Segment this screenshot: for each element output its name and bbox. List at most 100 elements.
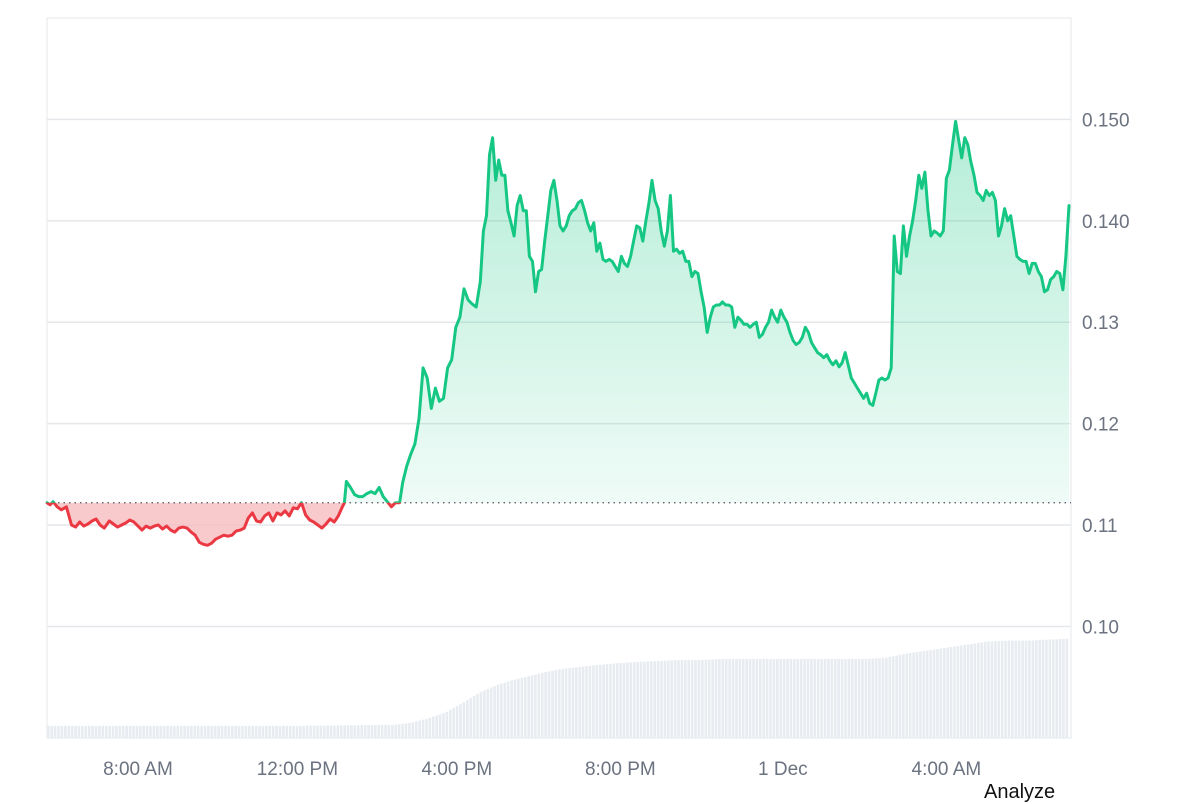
volume-bar <box>493 686 496 738</box>
volume-bar <box>159 725 163 738</box>
volume-bar <box>810 658 813 738</box>
volume-bar <box>84 725 88 738</box>
volume-bar <box>898 654 902 738</box>
volume-bar <box>878 658 881 738</box>
volume-bar <box>466 700 469 738</box>
volume-bar <box>401 723 404 738</box>
volume-bar <box>632 662 636 738</box>
volume-bar <box>411 722 415 738</box>
volume-bar <box>91 725 94 738</box>
volume-bar <box>711 659 714 738</box>
volume-bar <box>527 676 530 738</box>
volume-bar <box>779 658 783 738</box>
volume-bar <box>391 724 394 738</box>
volume-bar <box>765 658 769 738</box>
volume-bar <box>588 665 592 738</box>
volume-bar <box>888 656 892 738</box>
volume-bar <box>643 661 646 738</box>
volume-bar <box>476 693 479 738</box>
volume-bar <box>530 675 534 738</box>
volume-bar <box>213 725 217 738</box>
volume-bar <box>745 658 748 738</box>
x-tick-label: 8:00 AM <box>103 759 173 780</box>
volume-bar <box>479 691 483 738</box>
price-area <box>47 121 1069 546</box>
volume-bar <box>578 666 582 738</box>
volume-bar <box>922 651 926 738</box>
volume-bar <box>680 659 684 738</box>
volume-bar <box>425 718 428 738</box>
volume-bar <box>227 725 231 738</box>
analyze-link[interactable]: Analyze <box>984 781 1056 803</box>
y-tick-label: 0.150 <box>1082 110 1130 131</box>
volume-bar <box>224 725 227 738</box>
volume-bar <box>230 725 234 738</box>
volume-bar <box>609 663 612 738</box>
volume-bar <box>244 725 248 738</box>
volume-bar <box>247 725 251 738</box>
volume-bar <box>74 725 77 738</box>
volume-bar <box>544 672 547 738</box>
volume-bar <box>53 725 57 738</box>
volume-bar <box>568 668 571 738</box>
volume-bar <box>312 725 316 738</box>
volume-bar <box>367 725 370 738</box>
volume-bar <box>1014 640 1018 738</box>
volume-bar <box>360 725 364 738</box>
volume-bar <box>1011 640 1014 738</box>
y-axis-ticks: 0.150 0.140 0.13 0.12 0.11 0.10 <box>1082 110 1130 638</box>
volume-bar <box>956 645 960 738</box>
volume-bar <box>503 682 507 738</box>
volume-bar <box>77 725 81 738</box>
volume-bar <box>776 658 779 738</box>
volume-bar <box>983 641 987 738</box>
volume-bar <box>738 658 742 738</box>
volume-bar <box>833 658 837 738</box>
volume-bars <box>47 638 1069 738</box>
volume-bar <box>977 642 980 738</box>
volume-bar <box>615 663 619 738</box>
volume-bar <box>278 725 282 738</box>
volume-bar <box>176 725 180 738</box>
x-tick-label: 4:00 AM <box>912 759 982 780</box>
volume-bar <box>186 725 190 738</box>
volume-bar <box>820 658 823 738</box>
volume-bar <box>847 658 851 738</box>
volume-bar <box>363 725 367 738</box>
volume-bar <box>118 725 122 738</box>
volume-bar <box>728 658 731 738</box>
volume-bar <box>336 725 340 738</box>
volume-bar <box>121 725 125 738</box>
volume-bar <box>292 725 295 738</box>
volume-bar <box>796 658 800 738</box>
volume-bar <box>374 725 377 738</box>
volume-bar <box>94 725 98 738</box>
volume-bar <box>237 725 241 738</box>
volume-bar <box>387 724 391 738</box>
volume-bar <box>343 725 346 738</box>
volume-bar <box>483 690 486 738</box>
volume-bar <box>193 725 197 738</box>
volume-bar <box>752 658 755 738</box>
volume-bar <box>81 725 84 738</box>
volume-bar <box>684 659 687 738</box>
volume-bar <box>384 724 387 738</box>
volume-bar <box>322 725 326 738</box>
volume-bar <box>1055 639 1058 738</box>
volume-bar <box>653 661 656 738</box>
volume-bar <box>932 649 936 738</box>
volume-bar <box>772 658 776 738</box>
volume-bar <box>823 658 827 738</box>
volume-bar <box>1000 640 1004 738</box>
volume-bar <box>145 725 149 738</box>
volume-bar <box>1062 638 1065 738</box>
volume-bar <box>295 725 299 738</box>
volume-bar <box>87 725 91 738</box>
volume-bar <box>169 725 173 738</box>
volume-bar <box>868 658 871 738</box>
volume-bar <box>455 706 459 738</box>
volume-bar <box>414 721 418 738</box>
volume-bar <box>990 641 994 738</box>
volume-bar <box>275 725 278 738</box>
volume-bar <box>135 725 139 738</box>
